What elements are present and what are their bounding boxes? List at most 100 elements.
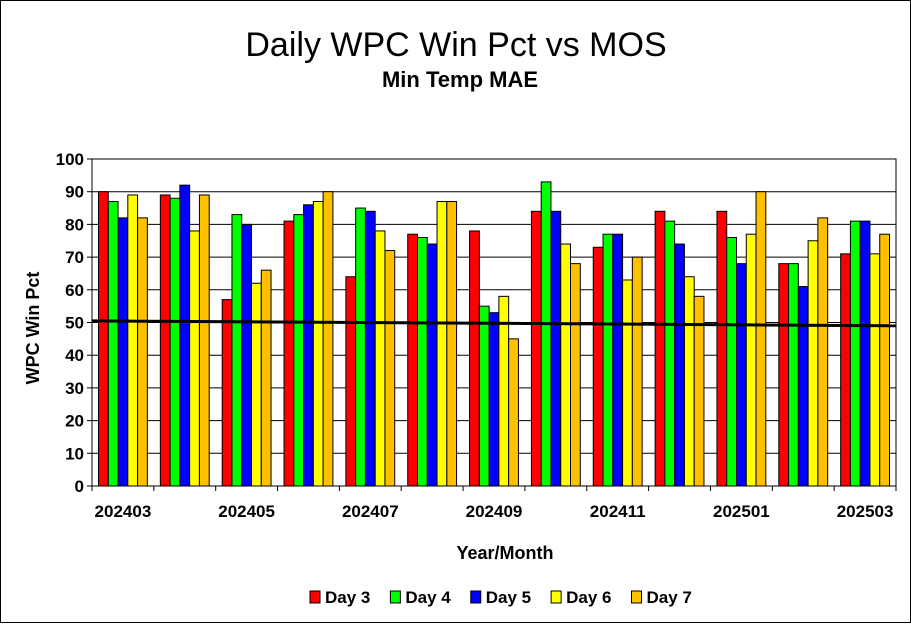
- bar-day-6: [745, 233, 757, 487]
- bar-day-4: [169, 197, 181, 487]
- y-tick-label: 50: [65, 314, 84, 333]
- legend-swatch: [550, 590, 562, 604]
- bar-day-4: [726, 236, 737, 487]
- bar-day-4: [478, 305, 490, 487]
- y-tick-label: 70: [65, 248, 84, 267]
- chart-title: Daily WPC Win Pct vs MOS: [245, 26, 666, 64]
- bar-day-5: [117, 217, 129, 487]
- bar-day-4: [355, 207, 366, 487]
- legend: Day 3 Day 4 Day 5 Day 6 Day 7: [309, 588, 692, 607]
- x-tick-label: 202503: [837, 502, 894, 521]
- chart-subtitle: Min Temp MAE: [382, 67, 538, 92]
- bar-day-7: [755, 191, 767, 487]
- legend-swatch: [389, 590, 401, 604]
- bar-day-7: [384, 250, 396, 487]
- bar-day-7: [817, 217, 829, 487]
- bar-day-3: [97, 191, 109, 487]
- bar-day-6: [251, 282, 262, 487]
- legend-label: Day 3: [325, 588, 370, 607]
- plot-border: [91, 158, 897, 487]
- x-tick-label: 202501: [713, 502, 770, 521]
- bar-day-5: [735, 263, 747, 487]
- bar-day-3: [654, 210, 666, 487]
- bar-day-3: [469, 230, 480, 487]
- bar-day-3: [159, 194, 171, 487]
- bar-day-5: [488, 312, 500, 487]
- legend-label: Day 6: [566, 588, 611, 607]
- legend-swatch: [631, 590, 642, 604]
- bar-day-6: [869, 253, 881, 487]
- legend-label: Day 5: [486, 588, 531, 607]
- bar-day-5: [612, 233, 624, 487]
- bar-day-3: [716, 210, 728, 487]
- bar-day-7: [879, 233, 891, 487]
- reference-line-segment: [91, 319, 897, 328]
- bar-day-6: [560, 243, 572, 487]
- y-tick-label: 0: [75, 477, 84, 496]
- bar-day-5: [179, 184, 191, 487]
- bar-day-5: [797, 286, 809, 487]
- bar-day-4: [231, 214, 243, 487]
- bar-day-3: [592, 246, 604, 487]
- bar-day-3: [530, 210, 542, 487]
- bar-day-6: [127, 194, 139, 487]
- bar-day-7: [631, 256, 643, 487]
- bar-day-5: [859, 220, 871, 487]
- bar-day-7: [260, 269, 272, 487]
- y-tick-label: 100: [56, 150, 84, 169]
- bar-day-7: [137, 217, 148, 487]
- bar-day-6: [622, 279, 633, 487]
- bar-day-3: [283, 220, 295, 487]
- bar-day-4: [293, 214, 305, 487]
- y-tick-label: 30: [65, 379, 84, 398]
- bar-day-7: [322, 191, 334, 487]
- bar-day-7: [570, 263, 581, 487]
- y-tick-label: 40: [65, 346, 84, 365]
- bar-day-6: [807, 240, 819, 487]
- bar-day-6: [312, 201, 324, 487]
- y-axis-label: WPC Win Pct: [23, 272, 43, 385]
- bar-day-3: [221, 299, 233, 487]
- legend-label: Day 4: [405, 588, 451, 607]
- x-tick-label: 202411: [590, 502, 646, 521]
- bar-day-4: [540, 181, 552, 487]
- y-tick-labels: 0 10 20 30 40 50 60 70 80 90 100: [56, 150, 84, 496]
- bar-day-3: [840, 253, 851, 487]
- legend-label: Day 7: [647, 588, 692, 607]
- y-tick-label: 90: [65, 183, 84, 202]
- bar-day-7: [446, 201, 458, 487]
- y-tick-label: 20: [65, 412, 84, 431]
- y-tick-label: 80: [65, 215, 84, 234]
- bar-day-7: [198, 194, 210, 487]
- x-tick-labels: 202403 202405 202407 202409 202411 202501 2025…: [91, 486, 897, 521]
- reference-line: [91, 319, 897, 328]
- bar-day-4: [849, 220, 861, 487]
- bar-day-4: [788, 263, 799, 487]
- bar-day-6: [683, 276, 695, 487]
- x-tick-label: 202405: [218, 502, 275, 521]
- bar-day-6: [374, 230, 386, 487]
- bar-day-3: [345, 276, 357, 487]
- bar-day-5: [426, 243, 438, 487]
- bar-day-3: [778, 263, 790, 487]
- bar-day-6: [436, 201, 448, 487]
- bar-day-5: [303, 204, 314, 487]
- x-axis-label: Year/Month: [456, 543, 553, 563]
- bar-day-5: [241, 223, 253, 487]
- bar-day-4: [107, 201, 119, 487]
- legend-swatch: [470, 590, 482, 604]
- bar-day-5: [550, 210, 562, 487]
- bar-day-5: [674, 243, 685, 487]
- bar-day-4: [416, 236, 428, 487]
- x-tick-label: 202403: [95, 502, 152, 521]
- bar-day-6: [189, 230, 200, 487]
- y-tick-label: 60: [65, 281, 84, 300]
- bar-day-5: [364, 210, 376, 487]
- y-tick-label: 10: [65, 444, 84, 463]
- x-tick-label: 202407: [342, 502, 399, 521]
- legend-swatch: [309, 590, 321, 604]
- bar-day-4: [602, 233, 614, 487]
- bar-day-7: [508, 338, 519, 487]
